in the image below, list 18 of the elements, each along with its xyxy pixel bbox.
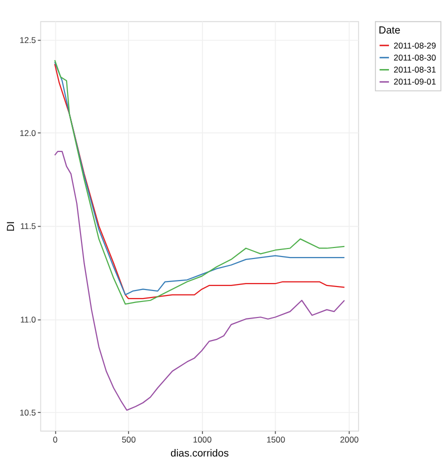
line-series <box>54 150 345 411</box>
legend-label: 2011-08-31 <box>394 64 436 75</box>
y-axis-title: DI <box>6 221 18 232</box>
y-tick-label: 11.0 <box>20 314 36 324</box>
y-tick-label: 10.5 <box>20 407 36 418</box>
y-tick-label: 12.0 <box>20 128 36 138</box>
x-tick-label: 1000 <box>192 434 212 444</box>
legend-label: 2011-09-01 <box>394 76 436 87</box>
legend-label: 2011-08-30 <box>394 52 436 62</box>
x-tick-label: 0 <box>52 434 58 444</box>
x-tick-label: 1500 <box>266 434 286 444</box>
y-tick-label: 11.5 <box>20 221 36 232</box>
x-axis-title: dias.corridos <box>170 448 229 460</box>
y-tick-label: 12.5 <box>20 35 36 46</box>
x-tick-label: 2000 <box>340 434 359 444</box>
legend-label: 2011-08-29 <box>394 40 436 50</box>
x-tick-label: 500 <box>122 434 136 444</box>
legend-title: Date <box>378 25 401 36</box>
